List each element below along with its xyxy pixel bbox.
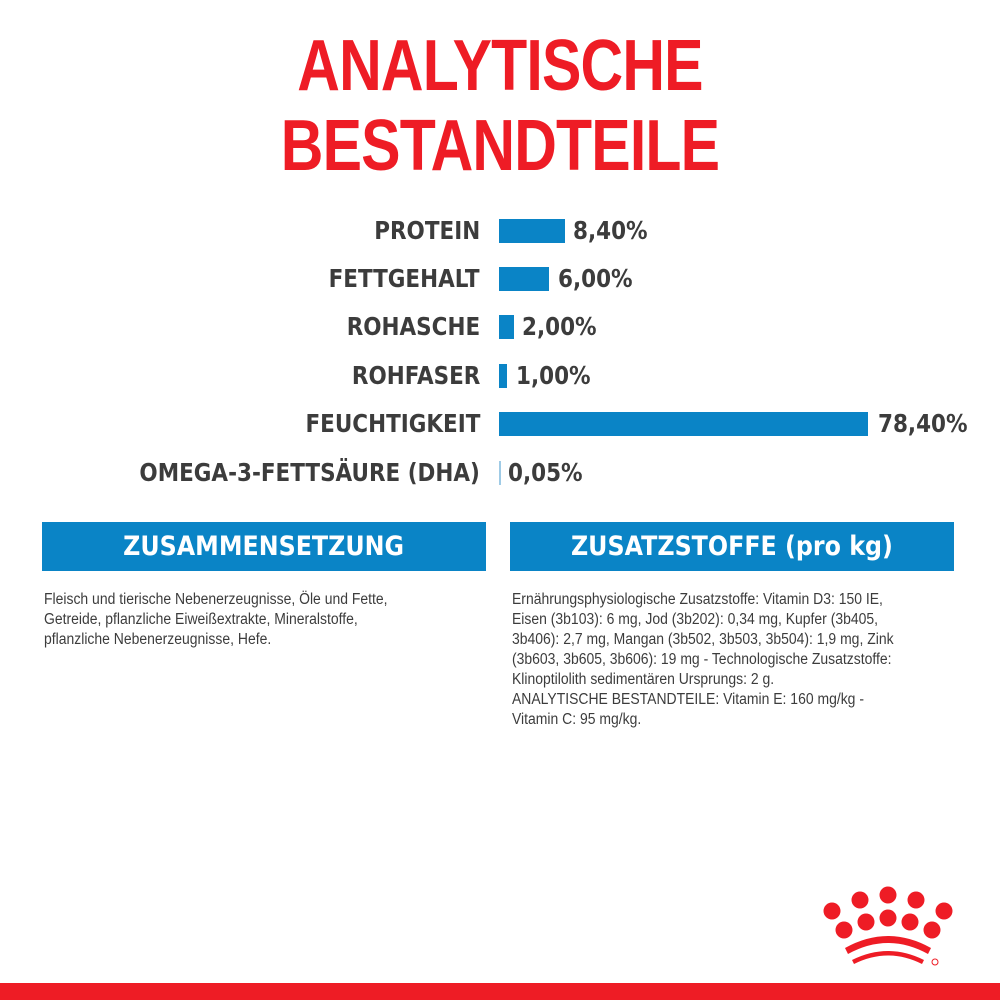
row-value: 1,00%: [516, 361, 591, 390]
row-label: FEUCHTIGKEIT: [305, 409, 480, 438]
chart-row-fettgehalt: FETTGEHALT 6,00%: [0, 259, 1000, 299]
text-line: Ernährungsphysiologische Zusatzstoffe: V…: [512, 591, 883, 608]
row-label: PROTEIN: [374, 216, 480, 245]
text-line: ANALYTISCHE BESTANDTEILE: Vitamin E: 160…: [512, 691, 864, 708]
additives-heading: ZUSATZSTOFFE (pro kg): [510, 522, 954, 571]
row-label: ROHASCHE: [346, 312, 480, 341]
chart-row-omega3: OMEGA-3-FETTSÄURE (DHA) 0,05%: [0, 453, 1000, 493]
text-line: 3b406): 2,7 mg, Mangan (3b502, 3b503, 3b…: [512, 631, 894, 648]
row-label: OMEGA-3-FETTSÄURE (DHA): [139, 458, 480, 487]
chart-row-feuchtigkeit: FEUCHTIGKEIT 78,40%: [0, 404, 1000, 444]
row-label: ROHFASER: [351, 361, 480, 390]
composition-heading: ZUSAMMENSETZUNG: [42, 522, 486, 571]
composition-heading-text: ZUSAMMENSETZUNG: [123, 531, 405, 562]
chart-row-rohasche: ROHASCHE 2,00%: [0, 307, 1000, 347]
row-value: 0,05%: [508, 458, 583, 487]
row-bar: [499, 315, 514, 339]
text-line: Fleisch und tierische Nebenerzeugnisse, …: [44, 591, 388, 608]
row-bar: [499, 219, 565, 243]
crown-icon: [823, 886, 953, 966]
row-value: 78,40%: [878, 409, 968, 438]
chart-row-protein: PROTEIN 8,40%: [0, 211, 1000, 251]
text-line: pflanzliche Nebenerzeugnisse, Hefe.: [44, 631, 272, 648]
row-label: FETTGEHALT: [329, 264, 480, 293]
row-value: 2,00%: [522, 312, 597, 341]
row-value: 8,40%: [573, 216, 648, 245]
additives-heading-text: ZUSATZSTOFFE (pro kg): [571, 531, 893, 562]
chart-row-rohfaser: ROHFASER 1,00%: [0, 356, 1000, 396]
text-line: Klinoptilolith sedimentären Ursprungs: 2…: [512, 671, 775, 688]
row-bar: [499, 412, 868, 436]
additives-text: Ernährungsphysiologische Zusatzstoffe: V…: [512, 590, 894, 730]
text-line: (3b603, 3b605, 3b606): 19 mg - Technolog…: [512, 651, 892, 668]
text-line: Vitamin C: 95 mg/kg.: [512, 711, 642, 728]
text-line: Eisen (3b103): 6 mg, Jod (3b202): 0,34 m…: [512, 611, 879, 628]
row-bar: [499, 267, 549, 291]
row-bar: [499, 364, 507, 388]
composition-text: Fleisch und tierische Nebenerzeugnisse, …: [44, 590, 388, 650]
row-bar: [499, 461, 501, 485]
bottom-brand-bar: [0, 983, 1000, 1000]
page-title: ANALYTISCHE BESTANDTEILE: [280, 26, 720, 186]
row-value: 6,00%: [558, 264, 633, 293]
text-line: Getreide, pflanzliche Eiweißextrakte, Mi…: [44, 611, 358, 628]
